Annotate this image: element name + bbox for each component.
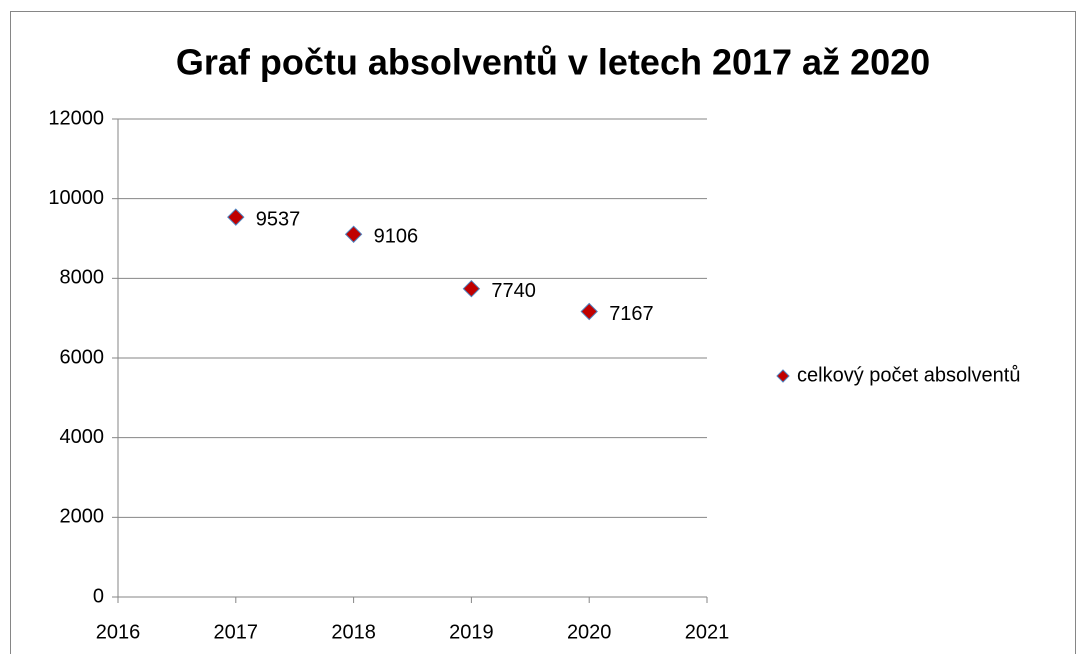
x-tick-label: 2016 [96,621,141,643]
x-tick-label: 2018 [331,621,376,643]
y-tick-label: 8000 [60,267,105,289]
point [580,302,598,321]
legend-label: celkový počet absolventů [797,364,1020,386]
y-tick-label: 12000 [48,107,104,129]
point [462,279,481,298]
chart-frame [10,11,1076,654]
y-tick-label: 0 [93,585,104,607]
x-tick-label: 2021 [685,621,730,643]
point [344,225,363,243]
y-tick-label: 6000 [60,346,105,368]
chart-title: Graf počtu absolventů v letech 2017 až 2… [176,42,930,83]
y-tick-label: 2000 [60,506,105,528]
data-label: 7740 [491,280,536,302]
legend-marker [776,369,790,383]
point [227,208,245,226]
data-label: 7167 [609,303,654,325]
x-tick-label: 2017 [214,621,259,643]
data-label: 9537 [256,208,300,230]
x-tick-label: 2020 [567,621,612,643]
data-label: 9106 [374,226,419,248]
x-tick-label: 2019 [449,621,494,643]
y-tick-label: 4000 [60,426,105,448]
y-tick-label: 10000 [48,187,104,209]
